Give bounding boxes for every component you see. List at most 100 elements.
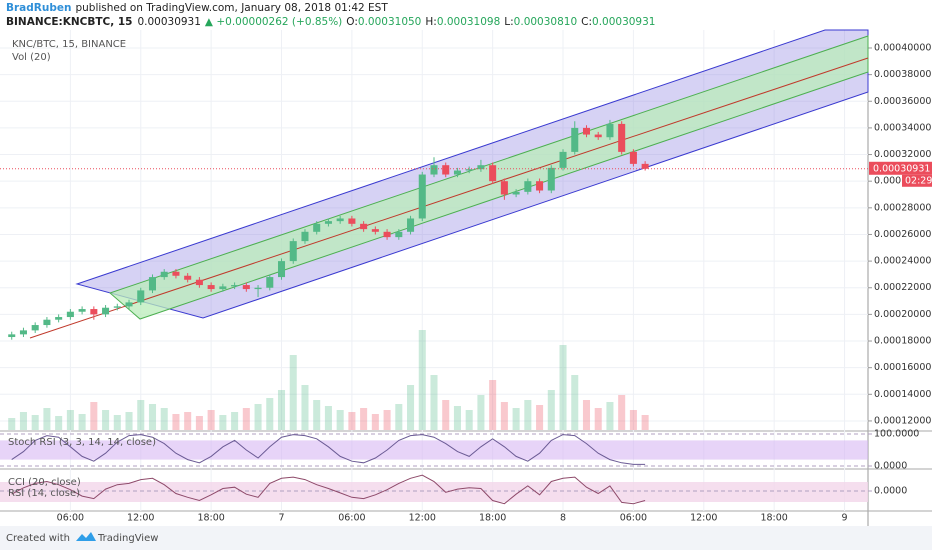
cci-label: CCI (20, close)	[8, 477, 81, 488]
last-price-label: 0.00030931	[873, 163, 930, 174]
o: 0.00031050	[358, 16, 421, 28]
header-line-1: BradRuben published on TradingView.com, J…	[6, 2, 388, 14]
volume-bar	[512, 408, 520, 430]
y-tick-label: 0.00040000	[874, 42, 931, 53]
volume-bar	[289, 355, 297, 430]
volume-bar	[195, 416, 203, 430]
countdown: 02:29	[905, 175, 932, 186]
candle-body	[66, 311, 74, 318]
author: BradRuben	[6, 2, 71, 14]
l: 0.00030810	[514, 16, 577, 28]
volume-bar	[383, 410, 391, 430]
volume-bar	[301, 385, 309, 430]
published: published on TradingView.com, January 08…	[75, 2, 388, 14]
candle-body	[8, 334, 16, 338]
y-tick-label: 0.00018000	[874, 336, 931, 347]
volume-bar	[407, 385, 415, 430]
candle-body	[395, 231, 403, 238]
l-label: L:	[504, 16, 513, 28]
candle-body	[547, 167, 555, 191]
y-tick-label: 0.00028000	[874, 202, 931, 213]
volume-bar	[465, 410, 473, 430]
countdown-box	[902, 174, 932, 187]
candle-body	[113, 306, 121, 308]
y-tick-label: 0.00016000	[874, 362, 931, 373]
volume-bar	[172, 414, 180, 430]
pane-tick-label: 100.0000	[874, 429, 919, 440]
volume-bar	[43, 408, 51, 430]
candle-body	[524, 181, 532, 192]
x-tick-label: 18:00	[760, 513, 787, 524]
candle-body	[90, 309, 98, 315]
change: ▲ +0.00000262 (+0.85%)	[205, 16, 342, 28]
volume-bar	[242, 408, 250, 430]
candle-body	[465, 169, 473, 171]
candle-body	[618, 123, 626, 152]
candle-body	[231, 285, 239, 287]
y-tick-label: 0.00012000	[874, 415, 931, 426]
volume-bar	[66, 410, 74, 430]
volume-bar	[371, 414, 379, 430]
volume-bar	[453, 406, 461, 430]
x-tick-label: 18:00	[479, 513, 506, 524]
volume-bar	[360, 408, 368, 430]
volume-bar	[500, 402, 508, 430]
x-tick-label: 12:00	[690, 513, 717, 524]
volume-bar	[19, 412, 27, 430]
volume-bar	[442, 400, 450, 430]
candle-body	[195, 279, 203, 286]
volume-bar	[102, 410, 110, 430]
candle-body	[31, 325, 39, 331]
candle-body	[383, 231, 391, 238]
volume-bar	[78, 414, 86, 430]
candle-body	[571, 127, 579, 152]
candle-body	[324, 221, 332, 224]
candle-body	[78, 309, 86, 312]
logo	[76, 532, 96, 541]
y-tick-label: 0.00034000	[874, 122, 931, 133]
candle-body	[207, 285, 215, 290]
volume-bar	[113, 415, 121, 430]
volume-bar	[629, 410, 637, 430]
candle-body	[137, 290, 145, 303]
candle-body	[360, 223, 368, 230]
volume-bar	[348, 412, 356, 430]
volume-bar	[430, 375, 438, 430]
footer-brand[interactable]: TradingView	[97, 533, 158, 544]
volume-bar	[254, 404, 262, 430]
candle-body	[641, 163, 649, 169]
volume-label: Vol (20)	[12, 52, 51, 63]
volume-bar	[606, 402, 614, 430]
stoch-line	[11, 434, 646, 465]
x-tick-label: 7	[278, 513, 284, 524]
y-tick-label: 0.000	[874, 176, 901, 187]
pane-band	[0, 440, 868, 460]
candle-body	[512, 191, 520, 195]
c: 0.00030931	[592, 16, 655, 28]
y-tick-label: 0.00014000	[874, 389, 931, 400]
candle-body	[418, 174, 426, 219]
last: 0.00030931	[137, 16, 200, 28]
volume-bar	[477, 395, 485, 430]
candle-body	[606, 123, 614, 138]
c-label: C:	[581, 16, 592, 28]
candle-body	[442, 165, 450, 175]
candle-body	[102, 307, 110, 315]
pane-tick-label: 0.0000	[874, 461, 907, 472]
candle-body	[43, 319, 51, 326]
volume-bar	[618, 395, 626, 430]
footer-bar	[0, 526, 932, 550]
candle-body	[301, 231, 309, 242]
volume-bar	[184, 412, 192, 430]
volume-bar	[207, 410, 215, 430]
volume-bar	[160, 408, 168, 430]
candle-body	[536, 181, 544, 191]
x-tick-label: 8	[560, 513, 566, 524]
volume-bar	[313, 400, 321, 430]
candle-body	[313, 223, 321, 232]
y-tick-label: 0.00032000	[874, 149, 931, 160]
volume-bar	[336, 410, 344, 430]
candle-body	[254, 287, 262, 290]
candle-body	[582, 127, 591, 135]
